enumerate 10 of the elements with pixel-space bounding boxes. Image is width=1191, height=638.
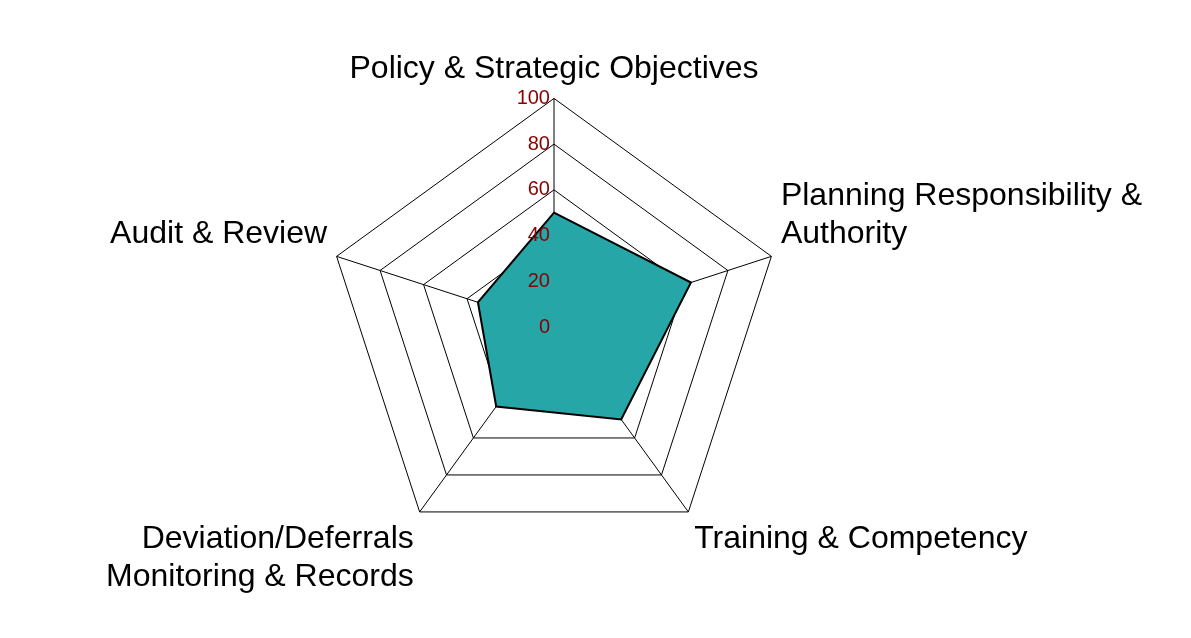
y-tick-label: 100 xyxy=(516,85,550,108)
spoke-label: Policy & Strategic Objectives xyxy=(349,49,759,86)
y-tick-label: 60 xyxy=(527,177,550,200)
y-tick-label: 0 xyxy=(538,314,550,337)
y-tick-label: 20 xyxy=(527,268,550,291)
y-tick-label: 80 xyxy=(527,131,550,154)
spoke-label: Deviation/Deferrals Monitoring & Records xyxy=(106,519,414,594)
spoke-label: Planning Responsibility & Authority xyxy=(780,175,1142,250)
spoke-label: Audit & Review xyxy=(110,213,328,250)
spoke-label: Training & Competency xyxy=(694,519,1028,556)
